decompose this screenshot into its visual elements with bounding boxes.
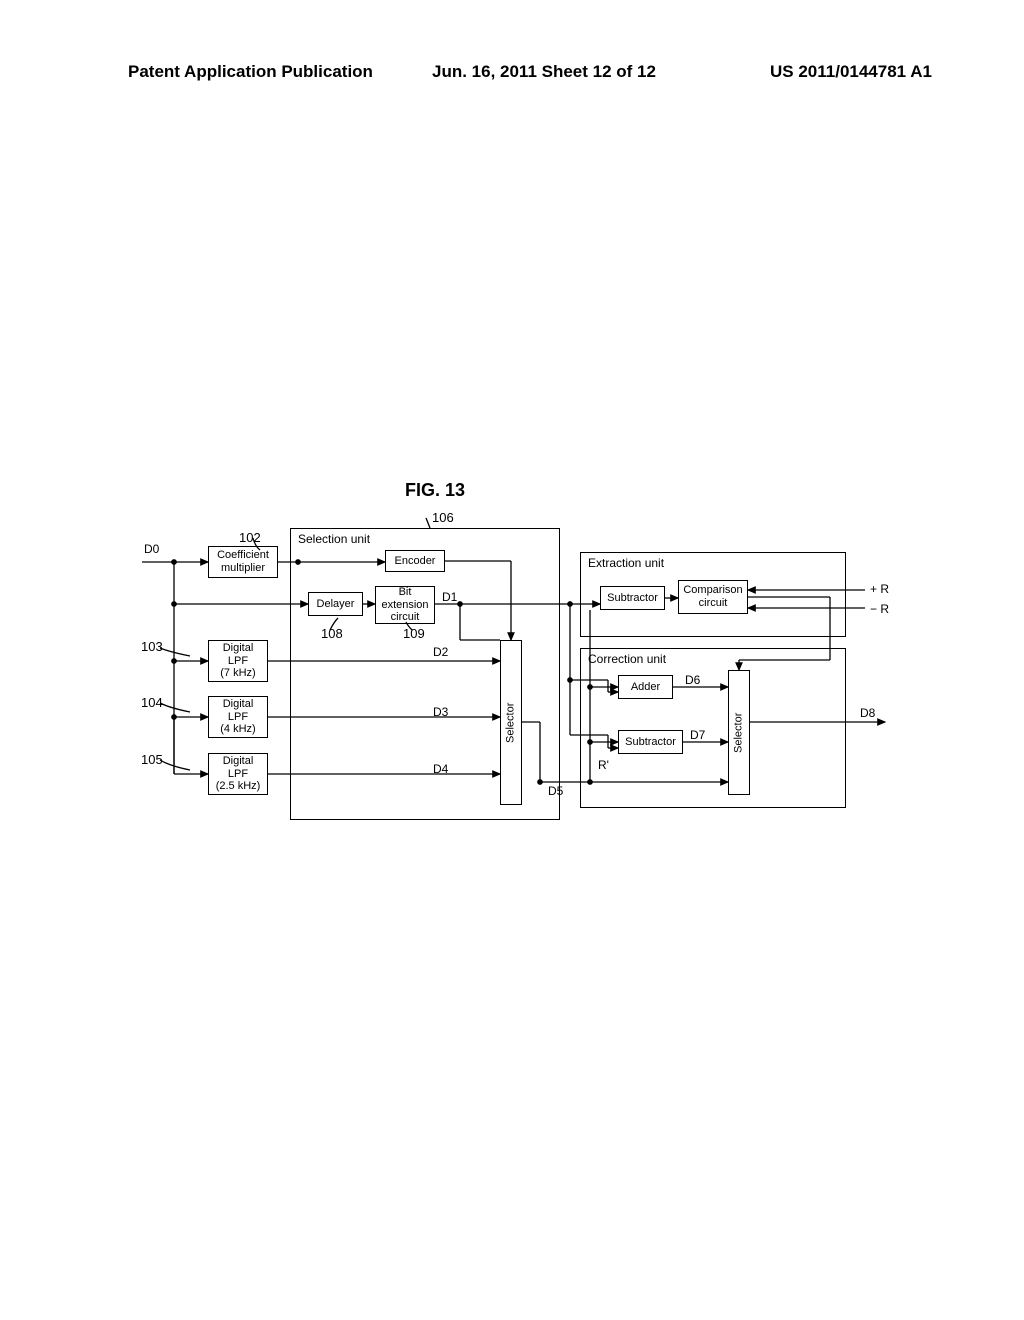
d3-label: D3 [433,705,448,719]
ref-104: 104 [141,695,163,710]
header-left: Patent Application Publication [128,62,373,82]
d2-label: D2 [433,645,448,659]
selector1-block: Selector [500,640,522,805]
ref-103: 103 [141,639,163,654]
adder-block: Adder [618,675,673,699]
subtractor2-block: Subtractor [618,730,683,754]
minusR-label: − R [870,602,889,616]
subtractor1-block: Subtractor [600,586,665,610]
delayer-block: Delayer [308,592,363,616]
ref-108: 108 [321,626,343,641]
selection-unit-label: Selection unit [298,532,370,546]
comparison-block: Comparisoncircuit [678,580,748,614]
header-right: US 2011/0144781 A1 [770,62,932,82]
d5-label: D5 [548,784,563,798]
plusR-label: + R [870,582,889,596]
ref-102: 102 [239,530,261,545]
d1-label: D1 [442,590,457,604]
selector2-block: Selector [728,670,750,795]
block-diagram: Selection unit Extraction unit Correctio… [130,510,910,830]
coefficient-multiplier-block: Coefficientmultiplier [208,546,278,578]
lpf-2.5khz-block: DigitalLPF(2.5 kHz) [208,753,268,795]
header-mid: Jun. 16, 2011 Sheet 12 of 12 [432,62,656,82]
correction-unit-label: Correction unit [588,652,666,666]
lpf-7khz-block: DigitalLPF(7 kHz) [208,640,268,682]
figure-title: FIG. 13 [405,480,465,501]
ref-109: 109 [403,626,425,641]
encoder-block: Encoder [385,550,445,572]
extraction-unit-label: Extraction unit [588,556,664,570]
d6-label: D6 [685,673,700,687]
ref-105: 105 [141,752,163,767]
bit-extension-block: Bitextensioncircuit [375,586,435,624]
ref-106: 106 [432,510,454,525]
d8-label: D8 [860,706,875,720]
correction-unit-box [580,648,846,808]
lpf-4khz-block: DigitalLPF(4 kHz) [208,696,268,738]
rprime-label: R' [598,758,609,772]
d4-label: D4 [433,762,448,776]
d7-label: D7 [690,728,705,742]
d0-label: D0 [144,542,159,556]
